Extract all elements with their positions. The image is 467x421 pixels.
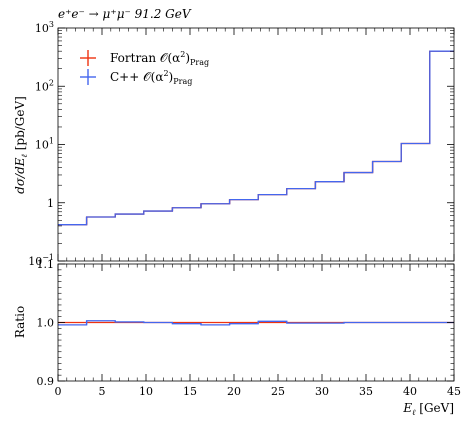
x-axis-label: Eℓ [GeV]: [402, 401, 454, 417]
legend-label-fortran: Fortran 𝒪(α2)Prag: [110, 50, 209, 67]
x-tick-label: 5: [99, 385, 106, 398]
main-ytick-label: 1: [47, 197, 54, 210]
legend-entry-cpp: C++ 𝒪(α2)Prag: [80, 69, 192, 86]
ratio-ytick-label: 0.9: [37, 375, 55, 388]
main-ytick-label: 103: [35, 20, 54, 35]
x-tick-label: 0: [55, 385, 62, 398]
x-tick-label: 40: [403, 385, 417, 398]
legend: Fortran 𝒪(α2)Prag C++ 𝒪(α2)Prag: [80, 50, 209, 86]
main-ytick-label: 101: [35, 137, 54, 152]
main-ytick-label: 102: [35, 78, 54, 93]
legend-entry-fortran: Fortran 𝒪(α2)Prag: [80, 50, 209, 67]
x-tick-label: 35: [359, 385, 373, 398]
x-tick-label: 10: [139, 385, 153, 398]
legend-label-cpp: C++ 𝒪(α2)Prag: [110, 69, 192, 86]
main-ytick-label: 10−1: [28, 253, 54, 268]
ratio-axis-label: Ratio: [13, 306, 27, 338]
main-panel: 103 102 101 1 10−1: [28, 20, 455, 268]
x-tick-label: 25: [271, 385, 285, 398]
ratio-ytick-label: 1.0: [37, 317, 55, 330]
x-tick-label: 20: [227, 385, 241, 398]
x-tick-label: 30: [315, 385, 329, 398]
y-axis-label: dσ/dEℓ [pb/GeV]: [13, 96, 29, 194]
ratio-panel: 0.9 1.0 1.1 0 5 10 15 20 25 30 35 40 45: [37, 258, 462, 398]
chart-title: e⁺e⁻ → μ⁺μ⁻ 91.2 GeV: [58, 7, 192, 21]
x-tick-label: 45: [447, 385, 461, 398]
x-tick-label: 15: [183, 385, 197, 398]
ratio-ytick-label: 1.1: [37, 258, 55, 271]
